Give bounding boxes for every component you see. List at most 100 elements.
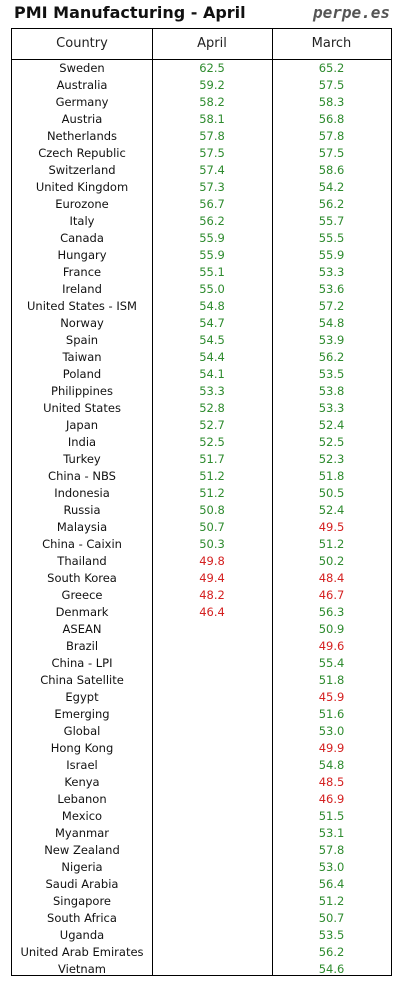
- table-row: Kenya 48.5: [12, 774, 391, 791]
- march-value-cell: 46.9: [318, 792, 345, 806]
- march-value-cell: 56.8: [318, 112, 345, 126]
- march-value-cell: 51.8: [318, 673, 345, 687]
- country-cell: Israel: [66, 758, 98, 772]
- april-value-cell: [152, 723, 272, 740]
- country-cell: Czech Republic: [38, 146, 126, 160]
- april-value-cell: [152, 842, 272, 859]
- table-row: South Korea 49.4 48.4: [12, 570, 391, 587]
- country-cell: Global: [63, 724, 101, 738]
- march-value-cell: 45.9: [318, 690, 345, 704]
- april-value-cell: 46.4: [199, 605, 225, 619]
- country-cell: Ireland: [62, 282, 102, 296]
- country-cell: United Arab Emirates: [20, 945, 144, 959]
- country-cell: Indonesia: [54, 486, 110, 500]
- april-value-cell: [152, 893, 272, 910]
- march-value-cell: 57.8: [318, 843, 345, 857]
- april-value-cell: 50.8: [199, 503, 225, 517]
- april-value-cell: [152, 876, 272, 893]
- table-row: Lebanon 46.9: [12, 791, 391, 808]
- table-row: Turkey 51.7 52.3: [12, 451, 391, 468]
- table-row: France 55.1 53.3: [12, 264, 391, 281]
- april-value-cell: [152, 740, 272, 757]
- april-value-cell: 56.7: [199, 197, 225, 211]
- march-value-cell: 57.2: [318, 299, 345, 313]
- country-cell: New Zealand: [44, 843, 120, 857]
- march-value-cell: 48.4: [318, 571, 345, 585]
- table-row: Sweden 62.5 65.2: [12, 60, 391, 77]
- table-row: Austria 58.1 56.8: [12, 111, 391, 128]
- april-value-cell: 51.2: [199, 486, 225, 500]
- table-row: Vietnam 54.6: [12, 961, 391, 978]
- country-cell: Kenya: [64, 775, 100, 789]
- march-value-cell: 54.2: [318, 180, 345, 194]
- april-value-cell: 52.7: [199, 418, 225, 432]
- table-row: Germany 58.2 58.3: [12, 94, 391, 111]
- table-row: Denmark 46.4 56.3: [12, 604, 391, 621]
- table-row: Emerging 51.6: [12, 706, 391, 723]
- march-value-cell: 46.7: [318, 588, 345, 602]
- march-value-cell: 48.5: [318, 775, 345, 789]
- country-cell: Nigeria: [61, 860, 103, 874]
- column-header-country: Country: [56, 36, 108, 51]
- table-row: Philippines 53.3 53.8: [12, 383, 391, 400]
- table-row: Singapore 51.2: [12, 893, 391, 910]
- page-title: PMI Manufacturing - April: [14, 3, 246, 22]
- april-value-cell: 52.5: [199, 435, 225, 449]
- country-cell: Norway: [60, 316, 104, 330]
- country-cell: Japan: [65, 418, 99, 432]
- april-value-cell: 55.9: [199, 248, 225, 262]
- column-divider: [272, 29, 273, 975]
- table-row: New Zealand 57.8: [12, 842, 391, 859]
- country-cell: Emerging: [54, 707, 110, 721]
- table-row: Brazil 49.6: [12, 638, 391, 655]
- march-value-cell: 56.2: [318, 197, 345, 211]
- country-cell: Greece: [61, 588, 103, 602]
- brand-label: perpe.es: [312, 3, 390, 22]
- country-cell: Sweden: [59, 61, 105, 75]
- march-value-cell: 49.6: [318, 639, 345, 653]
- march-value-cell: 51.6: [318, 707, 345, 721]
- march-value-cell: 53.6: [318, 282, 345, 296]
- march-value-cell: 56.4: [318, 877, 345, 891]
- country-cell: Australia: [56, 78, 108, 92]
- april-value-cell: 57.5: [199, 146, 225, 160]
- country-cell: Myanmar: [54, 826, 110, 840]
- country-cell: India: [67, 435, 97, 449]
- table-row: Egypt 45.9: [12, 689, 391, 706]
- april-value-cell: [152, 706, 272, 723]
- country-cell: China - Caixin: [42, 537, 122, 551]
- country-cell: Hungary: [57, 248, 107, 262]
- column-header-march: March: [311, 36, 352, 51]
- march-value-cell: 53.8: [318, 384, 345, 398]
- table-row: South Africa 50.7: [12, 910, 391, 927]
- april-value-cell: 57.4: [199, 163, 225, 177]
- april-value-cell: 48.2: [199, 588, 225, 602]
- country-cell: Brazil: [65, 639, 99, 653]
- april-value-cell: [152, 655, 272, 672]
- table-row: Israel 54.8: [12, 757, 391, 774]
- april-value-cell: [152, 825, 272, 842]
- table-row: Greece 48.2 46.7: [12, 587, 391, 604]
- country-cell: United States - ISM: [27, 299, 137, 313]
- country-cell: Egypt: [65, 690, 99, 704]
- april-value-cell: 52.8: [199, 401, 225, 415]
- country-cell: Vietnam: [58, 962, 106, 976]
- table-row: Italy 56.2 55.7: [12, 213, 391, 230]
- april-value-cell: 58.1: [199, 112, 225, 126]
- table-row: Norway 54.7 54.8: [12, 315, 391, 332]
- table-row: Eurozone 56.7 56.2: [12, 196, 391, 213]
- country-cell: Eurozone: [55, 197, 109, 211]
- april-value-cell: 58.2: [199, 95, 225, 109]
- table-row: Myanmar 53.1: [12, 825, 391, 842]
- country-cell: China - LPI: [51, 656, 113, 670]
- table-row: Czech Republic 57.5 57.5: [12, 145, 391, 162]
- march-value-cell: 50.9: [318, 622, 345, 636]
- april-value-cell: [152, 910, 272, 927]
- march-value-cell: 53.5: [318, 928, 345, 942]
- table-row: Uganda 53.5: [12, 927, 391, 944]
- country-cell: Hong Kong: [50, 741, 114, 755]
- march-value-cell: 58.3: [318, 95, 345, 109]
- march-value-cell: 50.5: [318, 486, 345, 500]
- march-value-cell: 52.5: [318, 435, 345, 449]
- april-value-cell: [152, 791, 272, 808]
